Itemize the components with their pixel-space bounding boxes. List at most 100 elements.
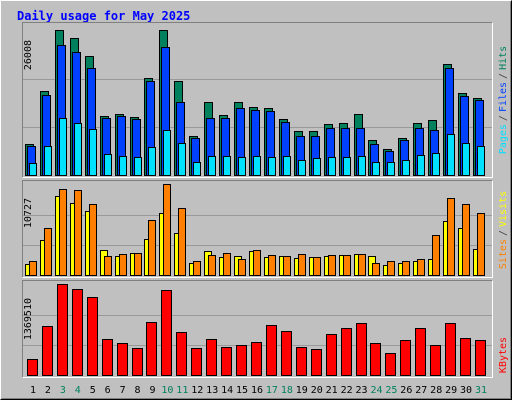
- bar: [178, 208, 186, 276]
- legend-entry: Visits: [498, 191, 509, 227]
- legend: Pages / Files / Hits: [498, 46, 509, 154]
- bar: [27, 359, 38, 376]
- legend-entry: Pages: [498, 124, 509, 154]
- bar: [178, 143, 186, 176]
- bar: [223, 156, 231, 176]
- bar: [298, 254, 306, 276]
- bar: [266, 325, 277, 376]
- bar: [251, 342, 262, 376]
- x-tick-label: 21: [326, 385, 338, 396]
- bar: [148, 147, 156, 176]
- bar: [432, 235, 440, 276]
- legend-entry: Hits: [498, 46, 509, 70]
- legend-separator: /: [498, 230, 509, 236]
- bar: [283, 256, 291, 276]
- x-tick-label: 27: [415, 385, 427, 396]
- x-tick-label: 8: [135, 385, 141, 396]
- plot-border: [22, 180, 493, 278]
- bar: [326, 334, 337, 376]
- bar: [29, 261, 37, 276]
- bar: [104, 154, 112, 176]
- x-tick-label: 26: [400, 385, 412, 396]
- plot-border: [22, 280, 493, 378]
- bar: [311, 349, 322, 376]
- x-tick-label: 13: [206, 385, 218, 396]
- bar: [313, 257, 321, 276]
- bar: [148, 220, 156, 276]
- bar: [193, 261, 201, 276]
- x-tick-label: 15: [236, 385, 248, 396]
- x-tick-label: 7: [120, 385, 126, 396]
- bar: [89, 129, 97, 176]
- bar: [477, 146, 485, 176]
- bar: [445, 323, 456, 376]
- x-tick-label: 6: [105, 385, 111, 396]
- bar: [402, 160, 410, 176]
- bar: [328, 157, 336, 176]
- plot-border: [22, 22, 493, 178]
- bar: [89, 204, 97, 276]
- plot-border: [22, 280, 493, 378]
- legend: Sites / Visits: [498, 191, 509, 269]
- bar: [460, 338, 471, 376]
- x-tick-label: 23: [356, 385, 368, 396]
- bar: [72, 289, 83, 376]
- x-tick-label: 25: [385, 385, 397, 396]
- bar: [206, 339, 217, 376]
- bar: [238, 259, 246, 276]
- y-tick-label: 26008: [23, 40, 34, 70]
- bar: [163, 130, 171, 176]
- bar: [417, 155, 425, 176]
- bar: [176, 332, 187, 376]
- bar: [372, 162, 380, 176]
- x-tick-label: 5: [90, 385, 96, 396]
- x-tick-label: 11: [176, 385, 188, 396]
- bar: [356, 323, 367, 376]
- bar: [402, 261, 410, 276]
- bar: [102, 339, 113, 376]
- x-tick-label: 31: [475, 385, 487, 396]
- bar: [268, 157, 276, 176]
- bar: [119, 156, 127, 176]
- bar: [343, 157, 351, 176]
- x-tick-label: 17: [266, 385, 278, 396]
- plot-border: [22, 180, 493, 278]
- bar: [343, 255, 351, 276]
- bar: [134, 157, 142, 176]
- x-tick-label: 14: [221, 385, 233, 396]
- bar: [193, 162, 201, 176]
- bar: [119, 254, 127, 276]
- bar: [268, 255, 276, 276]
- bar: [146, 322, 157, 376]
- bar: [313, 158, 321, 176]
- bar: [417, 259, 425, 276]
- x-tick-label: 20: [311, 385, 323, 396]
- y-tick-label: 10727: [23, 198, 34, 228]
- bar: [221, 347, 232, 376]
- bar: [370, 343, 381, 376]
- bar: [298, 160, 306, 176]
- bar: [42, 326, 53, 376]
- x-tick-label: 28: [430, 385, 442, 396]
- bar: [385, 353, 396, 376]
- x-tick-label: 3: [60, 385, 66, 396]
- bar: [462, 204, 470, 276]
- bar: [132, 348, 143, 376]
- bar: [238, 157, 246, 176]
- x-tick-label: 12: [191, 385, 203, 396]
- x-tick-label: 30: [460, 385, 472, 396]
- x-tick-label: 22: [341, 385, 353, 396]
- bar: [253, 156, 261, 176]
- x-tick-label: 10: [161, 385, 173, 396]
- legend-entry: KBytes: [498, 337, 509, 373]
- bar: [29, 163, 37, 176]
- bar: [432, 153, 440, 176]
- bar: [59, 189, 67, 276]
- bar: [447, 134, 455, 176]
- x-tick-label: 29: [445, 385, 457, 396]
- bar: [283, 156, 291, 176]
- bar: [387, 162, 395, 176]
- bar: [117, 343, 128, 376]
